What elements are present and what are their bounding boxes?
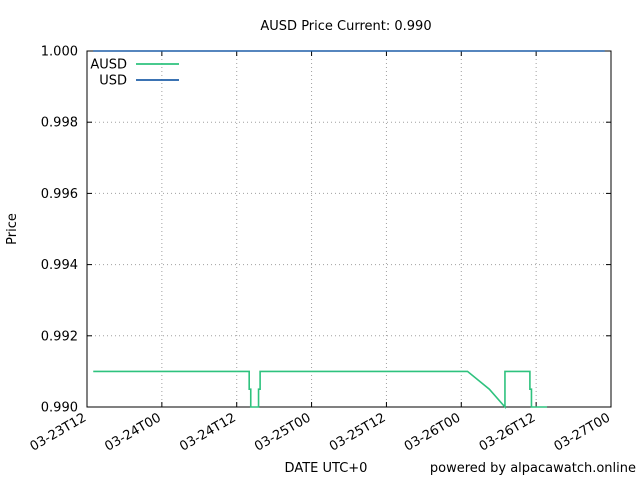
legend-label-usd: USD	[99, 74, 127, 89]
x-axis-label: DATE UTC+0	[285, 461, 368, 476]
x-tick-label: 03-25T00	[252, 410, 313, 454]
x-tick-label: 03-24T00	[102, 410, 163, 454]
x-tick-label: 03-26T12	[477, 410, 538, 454]
chart-title: AUSD Price Current: 0.990	[260, 19, 431, 34]
series-line-ausd	[93, 370, 548, 410]
y-tick-label: 0.998	[41, 116, 78, 131]
y-tick-label: 0.996	[41, 187, 78, 202]
x-tick-label: 03-26T00	[402, 410, 463, 454]
gridlines	[86, 50, 612, 408]
y-tick-label: 0.992	[41, 329, 78, 344]
x-tick-label: 03-23T12	[28, 410, 89, 454]
y-tick-label: 0.990	[41, 401, 78, 416]
legend-label-ausd: AUSD	[90, 58, 127, 73]
y-tick-label: 1.000	[41, 45, 78, 60]
y-axis-label: Price	[5, 213, 20, 245]
plot-frame	[86, 50, 612, 408]
x-tick-label: 03-24T12	[177, 410, 238, 454]
x-tick-label: 03-25T12	[327, 410, 388, 454]
x-axis: 03-23T12 03-24T00 03-24T12 03-25T00 03-25T12…	[28, 51, 613, 455]
y-axis: 1.000 0.998 0.996 0.994 0.992 0.990	[41, 45, 611, 416]
credit-text: powered by alpacawatch.online	[430, 461, 636, 476]
x-tick-label: 03-27T00	[552, 410, 613, 454]
y-tick-label: 0.994	[41, 258, 78, 273]
series-lines	[93, 50, 605, 410]
